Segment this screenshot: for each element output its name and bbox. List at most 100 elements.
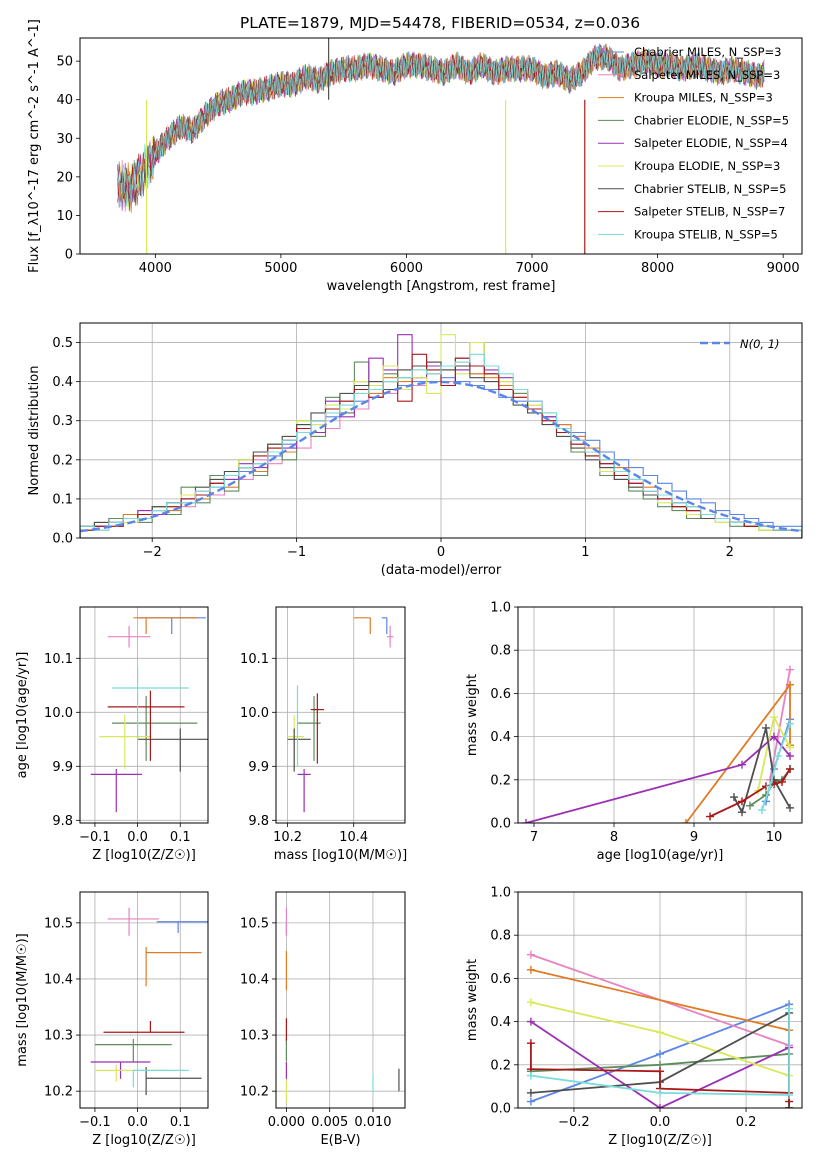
x-tick-label: 2 [726, 545, 734, 560]
x-tick-label: 0.005 [311, 1115, 348, 1130]
mass-weight-marker [746, 801, 754, 810]
legend-label: Salpeter MILES, N_SSP=3 [634, 68, 780, 82]
plot-area [522, 665, 794, 823]
x-tick-label: 0.1 [170, 1115, 191, 1130]
x-tick-label: 5000 [264, 261, 297, 276]
x-axis-label: E(B-V) [320, 1133, 360, 1148]
y-tick-label: 0.8 [490, 644, 511, 659]
axes-frame [79, 37, 803, 255]
error-bar-point [145, 946, 202, 987]
x-axis-label: Z [log10(Z/Z☉)] [92, 848, 196, 863]
y-tick-label: 0.2 [490, 1058, 511, 1073]
y-tick-label: 10.5 [44, 916, 73, 931]
mass-weight-marker [762, 723, 770, 732]
weight-vs-metallicity-panel: −0.2 0.0 0.2 0.0 0.2 0.4 0.6 0.8 1.0 Z [log10(Z/Z… [465, 886, 803, 1148]
y-tick-label: 9.9 [52, 760, 73, 775]
x-tick-label: −0.2 [558, 1115, 590, 1130]
y-tick-label: 9.8 [52, 814, 73, 829]
plot-area [80, 334, 802, 538]
mass-weight-series-line [530, 1008, 790, 1096]
error-bar-point [107, 625, 151, 648]
y-tick-label: 0.2 [490, 773, 511, 788]
mass-weight-marker [758, 806, 766, 815]
x-tick-label: 8 [610, 830, 618, 845]
x-axis-label: age [log10(age/yr)] [597, 848, 724, 863]
plot-area [117, 38, 765, 254]
error-bar-point [94, 1038, 172, 1062]
plot-area [526, 950, 794, 1108]
y-tick-label: 0.6 [490, 972, 511, 987]
axes-frame [275, 891, 406, 1109]
y-axis-label: age [log10(age/yr)] [15, 652, 30, 779]
error-bar-point [132, 1069, 189, 1088]
x-tick-label: 6000 [390, 261, 423, 276]
x-tick-label: 8000 [641, 261, 674, 276]
x-tick-label: 9 [690, 830, 698, 845]
y-axis-label: mass weight [465, 959, 480, 1041]
y-tick-label: 10.3 [240, 1029, 269, 1044]
plot-area [90, 617, 208, 813]
legend-label: Salpeter STELIB, N_SSP=7 [634, 205, 785, 219]
mass-weight-marker [526, 1039, 535, 1048]
mass-weight-marker [786, 803, 794, 812]
y-tick-label: 10.2 [240, 1085, 269, 1100]
error-bar-point [156, 921, 208, 933]
error-bar-point [133, 617, 198, 634]
mass-weight-marker [786, 743, 794, 752]
legend-label: Kroupa MILES, N_SSP=3 [634, 91, 773, 105]
y-tick-label: 0.5 [52, 336, 73, 351]
error-bar-point [99, 715, 151, 769]
axes-frame [79, 606, 209, 824]
x-tick-label: 0.0 [127, 1115, 148, 1130]
y-tick-label: 10.5 [240, 916, 269, 931]
y-tick-label: 10.4 [240, 972, 269, 987]
y-tick-label: 9.9 [248, 760, 269, 775]
legend-label: Chabrier MILES, N_SSP=3 [634, 45, 781, 59]
plot-area [90, 907, 208, 1096]
y-tick-label: 10.1 [240, 652, 269, 667]
mass-weight-series-line [761, 723, 791, 811]
y-tick-label: 50 [56, 55, 73, 70]
mass-weight-marker [656, 1050, 664, 1058]
weight-vs-age-panel: 7 8 9 10 0.0 0.2 0.4 0.6 0.8 1.0 age [log10(age/yr… [465, 601, 803, 863]
y-axis-label: mass weight [465, 674, 480, 756]
age-vs-mass-panel: 10.2 10.4 9.8 9.9 10.0 10.1 mass [log10(M/M☉)] [240, 606, 407, 863]
x-tick-label: −1 [287, 545, 306, 560]
mass-weight-marker [656, 1028, 664, 1037]
legend-label: Kroupa ELODIE, N_SSP=3 [634, 159, 780, 173]
mass-weight-marker [526, 1017, 535, 1026]
mass-weight-marker [526, 965, 535, 974]
mass-weight-marker [526, 1088, 535, 1097]
x-axis-label: Z [log10(Z/Z☉)] [608, 1133, 712, 1148]
y-tick-label: 0.8 [490, 929, 511, 944]
plot-area [285, 907, 400, 1103]
y-tick-label: 10.3 [44, 1029, 73, 1044]
x-tick-label: 0.0 [650, 1115, 671, 1130]
y-tick-label: 0.0 [490, 1102, 511, 1117]
mass-weight-marker [526, 1097, 535, 1106]
x-tick-label: −0.1 [79, 830, 111, 845]
x-tick-label: 7000 [515, 261, 548, 276]
legend-label: Kroupa STELIB, N_SSP=5 [634, 227, 778, 241]
mass-weight-marker [786, 765, 794, 773]
y-axis-label: Normed distribution [27, 366, 42, 496]
legend-label: Chabrier ELODIE, N_SSP=5 [634, 113, 789, 127]
error-bar-point [386, 625, 394, 648]
mass-weight-marker [786, 665, 794, 674]
spectrum-series-line [117, 45, 765, 208]
x-axis-label: mass [log10(M/M☉)] [274, 848, 407, 863]
y-tick-label: 30 [56, 132, 73, 147]
mass-weight-marker [738, 797, 746, 806]
plot-area [287, 617, 394, 813]
y-tick-label: 10.0 [240, 706, 269, 721]
mass-weight-marker [656, 1088, 664, 1097]
x-tick-label: 0.0 [127, 830, 148, 845]
residuals-panel: −2 −1 0 1 2 0.0 0.1 0.2 0.3 0.4 0.5 (data-model)/er… [27, 322, 803, 578]
mass-weight-marker [526, 1071, 535, 1080]
y-axis-label: mass [log10(M/M☉)] [15, 933, 30, 1066]
spectrum-panel: 4000 5000 6000 7000 8000 9000 0 10 20 30 40 50 wavel… [27, 19, 803, 294]
y-tick-label: 10.4 [44, 972, 73, 987]
x-tick-label: 7 [530, 830, 538, 845]
y-axis-label: Flux [f_λ10^-17 erg cm^-2 s^-1 A^-1] [27, 19, 42, 273]
gaussian-reference-curve [80, 380, 802, 533]
